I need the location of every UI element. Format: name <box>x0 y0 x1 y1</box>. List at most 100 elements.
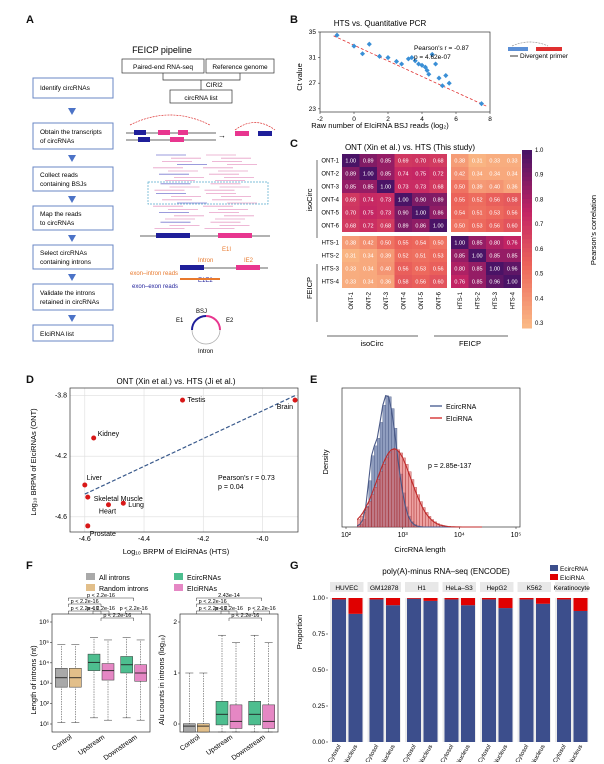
divergent-primer-legend: Divergent primer <box>508 41 569 60</box>
cell-value: 0.75 <box>415 172 426 178</box>
svg-text:E1E2: E1E2 <box>198 278 213 284</box>
cell-value: 0.38 <box>345 241 356 247</box>
col-label: ONT-3 <box>384 291 390 309</box>
x-tick-label: Downstream <box>103 734 139 760</box>
svg-text:Select circRNAs: Select circRNAs <box>40 250 88 257</box>
sig-bracket <box>220 610 238 614</box>
data-point <box>82 482 88 488</box>
heat-cell <box>451 249 469 262</box>
heat-cell <box>359 275 377 288</box>
svg-text:All introns: All introns <box>99 575 130 582</box>
svg-text:E1I: E1I <box>222 247 231 253</box>
cell-value: 0.86 <box>415 224 426 230</box>
x-tick-label: 0 <box>352 116 356 123</box>
bar-eicirna <box>382 464 386 528</box>
cell-value: 0.34 <box>489 172 500 178</box>
pipeline-steps: Identify circRNAs Obtain the transcripts… <box>32 77 114 342</box>
bar-eicirna <box>498 598 513 609</box>
p-value: p < 2.2e-16 <box>215 606 243 612</box>
cell-value: 0.50 <box>454 224 465 230</box>
svg-text:Intron: Intron <box>198 349 213 355</box>
panel-b-pearson: Pearson's r = -0.87 <box>414 45 469 52</box>
heat-cell <box>377 154 395 167</box>
x-tick-label: 10³ <box>398 532 409 539</box>
y-tick-label: 2 <box>173 619 177 626</box>
data-point <box>409 55 415 61</box>
svg-text:to circRNAs: to circRNAs <box>40 220 75 227</box>
colorbar-segment <box>522 287 532 293</box>
colorbar-segment <box>522 203 532 209</box>
x-tick-label: Upstream <box>77 734 106 757</box>
cell-value: 0.80 <box>454 267 465 273</box>
x-tick-label: Nucleus <box>493 744 509 762</box>
p-value: 2.43e-14 <box>218 593 240 599</box>
heat-cell <box>486 167 504 180</box>
svg-text:retained in circRNAs: retained in circRNAs <box>40 299 100 306</box>
y-tick-label: 27 <box>309 80 317 87</box>
data-point <box>399 61 405 67</box>
facet-label: GM12878 <box>370 585 399 592</box>
circ-list-label: circRNA list <box>184 95 217 102</box>
panel-e-histogram: 10² 10³ 10⁴ 10⁵ CircRNA length Density Ecir… <box>321 387 521 554</box>
cell-value: 0.89 <box>398 224 409 230</box>
bar-eicirna <box>371 494 375 528</box>
panel-g-bars: poly(A)-minus RNA–seq (ENCODE) EcircRNA … <box>295 565 591 762</box>
heat-cell <box>359 219 377 232</box>
cell-value: 0.56 <box>507 211 518 217</box>
p-value: p < 2.2e-16 <box>71 599 99 605</box>
plot-frame <box>69 387 299 533</box>
facet-label: K562 <box>527 585 543 592</box>
bar-eicirna <box>386 598 400 606</box>
facet-label: H1 <box>418 585 427 592</box>
trend-line <box>84 395 296 495</box>
heat-cell <box>486 180 504 193</box>
heat-cell <box>503 167 521 180</box>
heat-cell <box>377 275 395 288</box>
x-tick-label: Nucleus <box>568 744 584 762</box>
col-label: ONT-2 <box>366 291 372 309</box>
heat-cell <box>412 249 430 262</box>
heat-cell <box>429 206 447 219</box>
x-tick-label: 10⁴ <box>454 532 465 539</box>
svg-text:Collect reads: Collect reads <box>40 172 79 179</box>
x-tick-label: Cytosol <box>403 744 418 762</box>
sig-bracket <box>92 610 110 614</box>
box <box>215 701 229 726</box>
bar-eicirna <box>461 598 475 606</box>
data-point <box>91 435 97 441</box>
bar-eicirna <box>365 507 369 528</box>
bar-eicirna <box>388 452 392 528</box>
cell-value: 0.58 <box>507 198 518 204</box>
cell-value: 0.55 <box>454 198 465 204</box>
panel-b-pval: p = 4.62e-07 <box>414 54 451 61</box>
x-tick-label: Nucleus <box>343 744 359 762</box>
svg-text:EcircRNAs: EcircRNAs <box>187 575 221 582</box>
cell-value: 0.85 <box>507 254 518 260</box>
x-tick-label: Control <box>179 734 202 753</box>
cell-value: 0.85 <box>363 185 374 191</box>
sig-bracket <box>196 603 230 607</box>
heat-cell <box>451 262 469 275</box>
point-label: Skeletal Muscle <box>94 496 143 503</box>
cell-value: 0.74 <box>363 198 374 204</box>
box <box>229 704 243 729</box>
step-1: Identify circRNAs <box>40 85 91 92</box>
colorbar-tick: 0.4 <box>535 296 544 302</box>
cell-value: 0.96 <box>489 280 500 286</box>
heat-cell <box>377 249 395 262</box>
heat-cell <box>451 193 469 206</box>
svg-text:Validate the introns: Validate the introns <box>40 290 96 297</box>
cell-value: 0.85 <box>454 254 465 260</box>
cell-value: 0.50 <box>380 241 391 247</box>
heat-cell <box>486 236 504 249</box>
svg-text:Divergent primer: Divergent primer <box>520 53 569 60</box>
heat-cell <box>468 275 486 288</box>
cell-value: 0.36 <box>507 185 518 191</box>
cell-value: 0.90 <box>415 198 426 204</box>
heat-cell <box>394 262 412 275</box>
heat-cell <box>486 206 504 219</box>
facet-label: Keratinocyte <box>554 585 591 592</box>
col-label: HTS-2 <box>475 291 481 309</box>
cell-value: 0.68 <box>433 159 444 165</box>
heat-cell <box>486 154 504 167</box>
